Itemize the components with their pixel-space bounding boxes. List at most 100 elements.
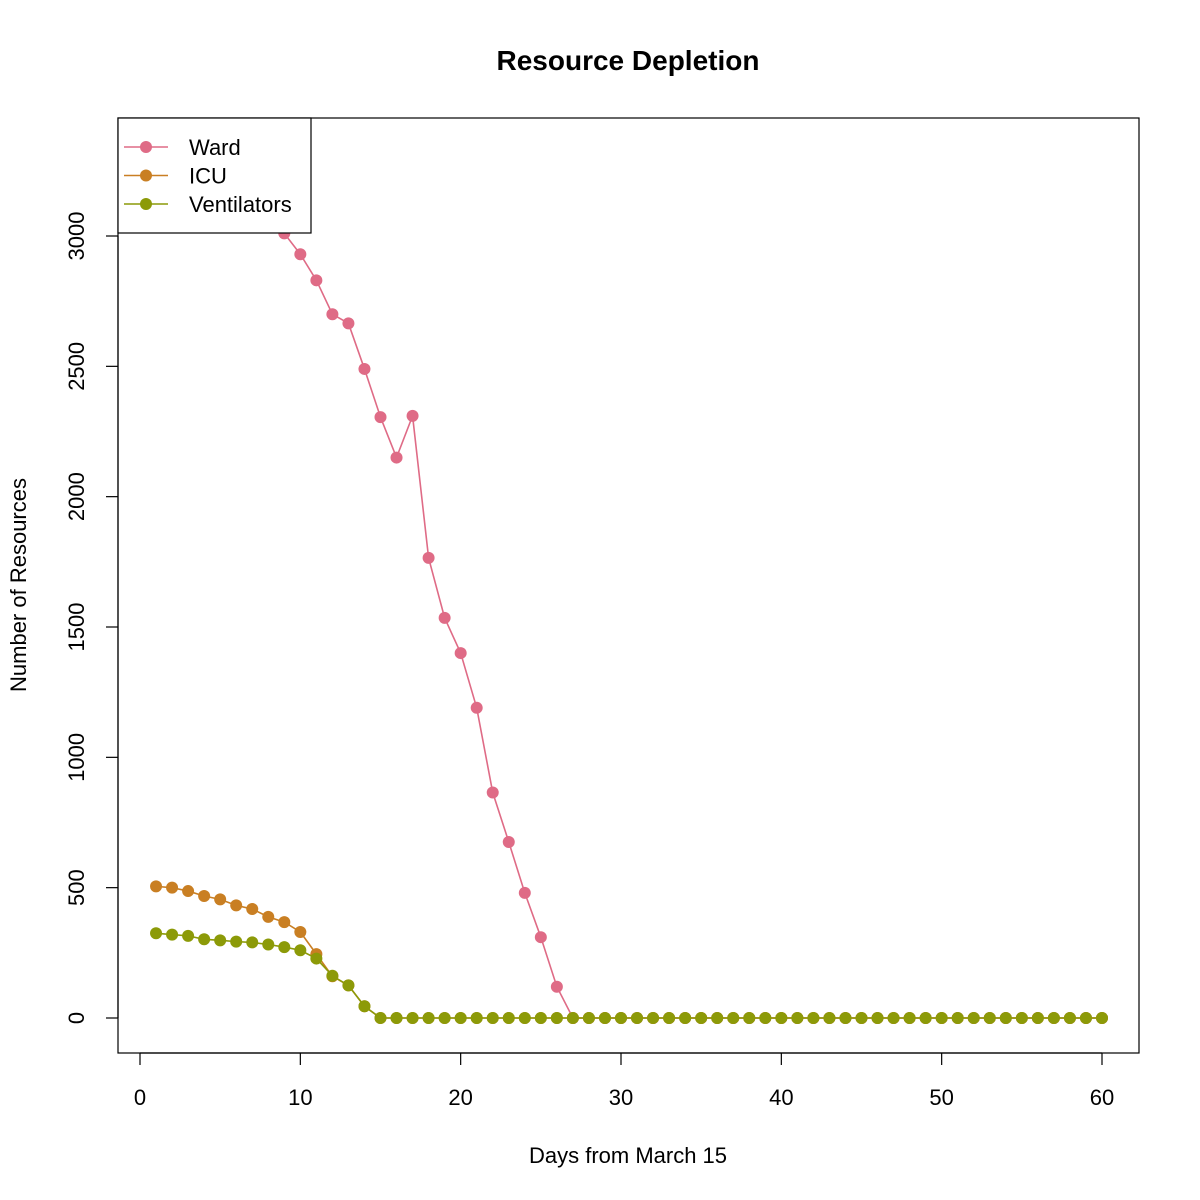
- data-point-ventilators: [743, 1012, 756, 1024]
- data-point-ventilators: [198, 933, 211, 946]
- data-point-ventilators: [374, 1012, 387, 1024]
- data-point-ventilators: [454, 1012, 467, 1024]
- data-point-ventilators: [951, 1012, 964, 1024]
- data-point-icu: [166, 881, 179, 894]
- data-point-ventilators: [230, 935, 243, 948]
- data-point-ventilators: [582, 1012, 595, 1024]
- legend-item-ventilators: Ventilators: [124, 192, 292, 217]
- x-tick-label: 40: [769, 1085, 793, 1110]
- y-tick-label: 1500: [64, 603, 89, 652]
- data-point-ventilators: [422, 1012, 435, 1024]
- data-point-ventilators: [534, 1012, 547, 1024]
- data-point-ward: [358, 362, 371, 375]
- data-point-ventilators: [566, 1012, 579, 1024]
- y-tick-label: 500: [64, 869, 89, 906]
- data-point-ventilators: [166, 928, 179, 941]
- data-point-ventilators: [1079, 1012, 1092, 1024]
- data-point-ward: [470, 701, 483, 714]
- data-point-ventilators: [1031, 1012, 1044, 1024]
- data-point-ventilators: [502, 1012, 515, 1024]
- data-point-ventilators: [695, 1012, 708, 1024]
- data-point-ventilators: [406, 1012, 419, 1024]
- data-point-ventilators: [294, 944, 307, 957]
- data-point-icu: [198, 890, 211, 903]
- data-point-icu: [294, 925, 307, 938]
- y-tick-label: 2000: [64, 472, 89, 521]
- data-point-ventilators: [615, 1012, 627, 1024]
- data-point-ventilators: [631, 1012, 644, 1024]
- legend-marker-ward: [140, 141, 152, 153]
- data-point-ventilators: [438, 1012, 451, 1024]
- y-axis: 0 500 1000 1500 2000 2500 3000: [64, 212, 119, 1024]
- data-point-ventilators: [791, 1012, 804, 1024]
- legend-item-icu: ICU: [124, 164, 227, 189]
- x-tick-label: 50: [929, 1085, 953, 1110]
- data-point-ward: [486, 786, 499, 799]
- data-point-icu: [214, 893, 227, 906]
- data-point-ventilators: [550, 1012, 563, 1024]
- data-point-ventilators: [262, 938, 275, 951]
- data-point-ventilators: [214, 934, 227, 947]
- data-point-ventilators: [326, 969, 339, 982]
- data-point-ventilators: [919, 1012, 932, 1024]
- data-point-ward: [422, 551, 435, 564]
- data-point-ventilators: [1096, 1012, 1108, 1024]
- data-point-ventilators: [470, 1012, 483, 1024]
- plot-area: [117, 117, 1140, 1054]
- data-point-ventilators: [342, 979, 355, 992]
- legend-item-ward: Ward: [124, 135, 241, 160]
- data-point-ventilators: [823, 1012, 836, 1024]
- data-point-ward: [518, 886, 531, 899]
- legend-label-ventilators: Ventilators: [189, 192, 292, 217]
- data-point-ward: [310, 274, 323, 287]
- data-point-ward: [374, 411, 387, 424]
- data-point-ventilators: [839, 1012, 852, 1024]
- y-tick-label: 0: [64, 1012, 89, 1024]
- data-point-ward: [406, 409, 419, 422]
- data-point-ventilators: [150, 927, 163, 940]
- y-tick-label: 1000: [64, 733, 89, 782]
- data-point-ward: [550, 980, 563, 993]
- x-tick-label: 10: [288, 1085, 312, 1110]
- data-point-icu: [182, 885, 195, 898]
- data-point-ventilators: [390, 1012, 403, 1024]
- data-point-ventilators: [486, 1012, 499, 1024]
- chart-title: Resource Depletion: [497, 45, 760, 76]
- series-icu: [150, 880, 1108, 1024]
- data-point-ventilators: [887, 1012, 900, 1024]
- data-point-icu: [262, 910, 275, 923]
- data-point-ward: [534, 931, 547, 944]
- data-point-ventilators: [598, 1012, 611, 1024]
- x-axis: 0 10 20 30 40 50 60: [134, 1052, 1114, 1110]
- data-point-ventilators: [935, 1012, 948, 1024]
- legend-marker-icu: [140, 169, 152, 182]
- data-point-ventilators: [518, 1012, 531, 1024]
- data-point-ventilators: [1047, 1012, 1060, 1024]
- data-point-icu: [246, 903, 259, 916]
- data-point-ventilators: [1015, 1012, 1028, 1024]
- data-point-ventilators: [807, 1012, 820, 1024]
- series-ward: [150, 125, 1108, 1024]
- data-point-ward: [326, 308, 339, 321]
- series-line-ward: [155, 131, 1102, 1019]
- data-point-ventilators: [903, 1012, 916, 1024]
- data-point-ventilators: [967, 1012, 980, 1024]
- data-point-ventilators: [182, 929, 195, 942]
- x-tick-label: 30: [609, 1085, 633, 1110]
- data-point-ventilators: [663, 1012, 676, 1024]
- data-point-ventilators: [647, 1012, 660, 1024]
- legend-label-icu: ICU: [189, 164, 227, 189]
- data-point-ward: [294, 248, 307, 261]
- legend: Ward ICU Ventilators: [117, 117, 312, 234]
- data-point-ward: [502, 836, 515, 849]
- data-point-ventilators: [871, 1012, 884, 1024]
- data-point-ventilators: [727, 1012, 740, 1024]
- legend-box: [117, 117, 312, 234]
- x-tick-label: 60: [1090, 1085, 1114, 1110]
- data-point-icu: [230, 899, 243, 912]
- x-axis-label: Days from March 15: [529, 1143, 727, 1168]
- series-ventilators: [150, 927, 1108, 1024]
- data-point-ward: [438, 611, 451, 624]
- data-point-ventilators: [759, 1012, 772, 1024]
